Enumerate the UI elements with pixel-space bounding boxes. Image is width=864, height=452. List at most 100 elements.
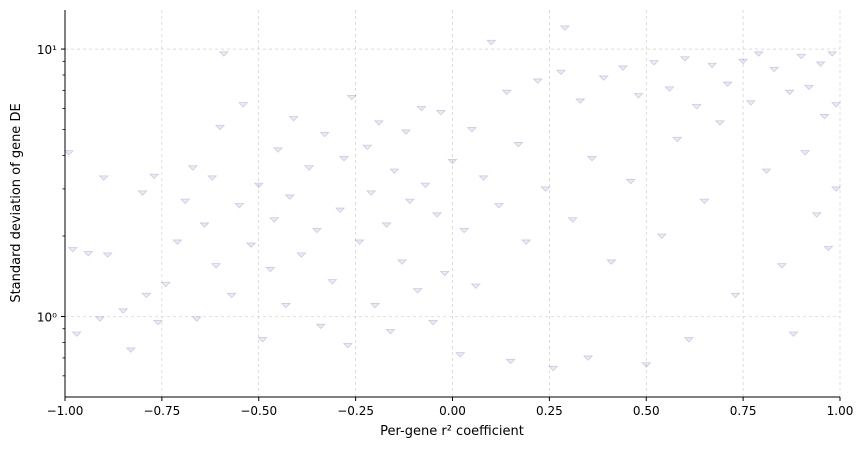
x-tick-label: 1.00 (827, 404, 854, 418)
data-point (633, 93, 644, 99)
data-point (412, 288, 423, 294)
data-point (102, 252, 113, 258)
data-point (466, 127, 478, 133)
data-point (567, 217, 578, 223)
data-point (784, 89, 795, 96)
data-point (338, 156, 350, 162)
data-point (172, 239, 183, 245)
data-point (427, 320, 439, 326)
data-point (319, 131, 330, 138)
y-axis-label: Standard deviation of gene DE (9, 103, 24, 302)
x-tick-label: 0.00 (439, 404, 466, 418)
data-point (238, 102, 249, 108)
data-point (768, 66, 780, 73)
data-point (439, 270, 450, 277)
data-point (327, 279, 338, 285)
x-tick-label: −0.50 (240, 404, 277, 418)
x-tick-label: 0.75 (730, 404, 757, 418)
data-point (641, 362, 652, 368)
data-point (396, 259, 408, 265)
data-point (776, 263, 788, 269)
data-point (830, 102, 842, 108)
data-point (98, 175, 109, 181)
data-point (369, 303, 381, 309)
data-point (706, 62, 718, 69)
data-point (210, 263, 222, 269)
data-point (447, 159, 458, 165)
data-point (362, 144, 373, 151)
data-point (788, 331, 799, 337)
data-point (404, 198, 416, 205)
data-point (598, 75, 609, 81)
x-tick-label: −0.75 (143, 404, 180, 418)
x-axis-label: Per-gene r² coefficient (380, 424, 524, 439)
data-point (625, 179, 636, 185)
data-point (455, 352, 466, 358)
data-point (714, 120, 726, 126)
data-point (354, 239, 365, 245)
data-point (435, 109, 447, 116)
data-point (811, 212, 822, 218)
data-point (416, 106, 427, 112)
data-point (199, 222, 210, 228)
data-point (470, 283, 481, 290)
data-point (617, 65, 629, 71)
data-point (486, 39, 497, 46)
data-point (555, 69, 567, 76)
data-point (431, 212, 443, 218)
data-point (245, 242, 257, 249)
data-point (501, 89, 512, 96)
data-point (532, 78, 543, 84)
data-point (679, 56, 691, 62)
data-point (493, 203, 505, 209)
data-point (288, 116, 299, 122)
data-point (513, 142, 524, 148)
data-point (381, 222, 392, 228)
data-point (280, 303, 292, 309)
data-point (799, 150, 811, 156)
data-point (672, 136, 683, 143)
data-point (303, 165, 315, 171)
data-point (699, 198, 710, 205)
data-points (63, 25, 842, 372)
data-point (683, 337, 695, 343)
data-point (656, 233, 667, 239)
data-point (257, 337, 268, 343)
data-point (137, 190, 148, 196)
grid-lines (64, 10, 841, 397)
data-point (214, 124, 226, 131)
data-point (125, 347, 137, 353)
data-point (67, 247, 78, 253)
data-point (586, 156, 598, 162)
data-point (346, 94, 357, 101)
axis-ticks: −1.00 −0.75 −0.50 −0.25 0.00 0.25 0.50 0.75 1.00… (37, 43, 853, 418)
y-tick-label: 10¹ (37, 43, 57, 57)
data-point (187, 165, 199, 171)
data-point (207, 175, 218, 181)
data-point (505, 358, 516, 365)
data-point (722, 81, 733, 88)
data-point (819, 114, 830, 120)
data-point (141, 292, 152, 299)
data-point (575, 98, 586, 104)
data-point (548, 365, 559, 372)
data-point (272, 147, 284, 153)
data-point (148, 173, 160, 180)
data-point (191, 316, 202, 322)
data-point (559, 25, 571, 31)
data-point (117, 308, 129, 314)
data-point (540, 186, 551, 192)
x-tick-label: −1.00 (47, 404, 84, 418)
data-point (342, 342, 354, 349)
x-tick-label: 0.50 (633, 404, 660, 418)
data-point (94, 316, 106, 322)
data-point (730, 292, 741, 299)
data-point (761, 168, 772, 174)
data-point (315, 323, 326, 330)
data-point (389, 168, 400, 174)
data-point (827, 51, 838, 57)
data-point (385, 328, 396, 335)
data-point (796, 53, 807, 60)
data-point (71, 331, 82, 337)
